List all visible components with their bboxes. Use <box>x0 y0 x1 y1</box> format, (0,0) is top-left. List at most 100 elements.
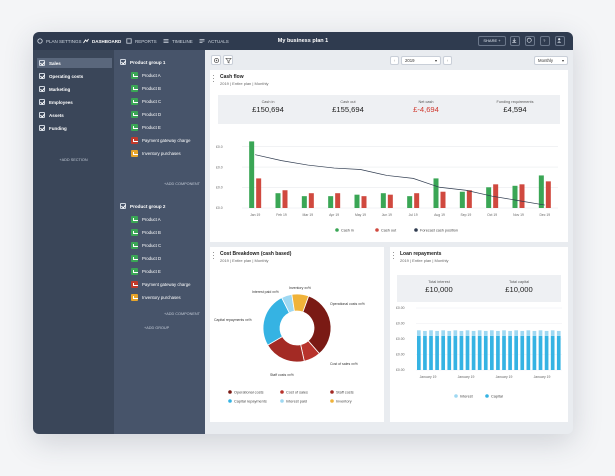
product-item[interactable]: Product C <box>131 96 161 106</box>
product-item[interactable]: Payment gateway charge <box>131 135 191 145</box>
bar-capital <box>496 335 500 370</box>
nav-plan-settings[interactable]: PLAN SETTINGS <box>37 32 82 50</box>
legend-label: Cash out <box>381 228 397 232</box>
drag-handle[interactable] <box>213 252 215 259</box>
revenue-icon <box>131 71 138 79</box>
add-section-link[interactable]: +ADD SECTION <box>59 158 88 162</box>
download-icon <box>512 38 517 43</box>
bar-interest <box>417 330 421 336</box>
product-label: Product B <box>142 229 161 235</box>
checkbox[interactable] <box>39 99 45 105</box>
x-tick-label: Mar 19 <box>303 213 314 217</box>
revenue-icon <box>131 241 138 249</box>
bar-capital <box>556 335 561 370</box>
sidebar-item-marketing[interactable]: Marketing <box>37 84 112 94</box>
bar-capital <box>538 335 543 370</box>
legend-label: Operational costs <box>234 390 264 394</box>
add-component-link[interactable]: +ADD COMPONENT <box>164 182 200 186</box>
product-item[interactable]: Product A <box>131 70 161 80</box>
bar-cash-in <box>249 141 255 208</box>
product-item[interactable]: Product C <box>131 240 161 250</box>
add-group-link[interactable]: +ADD GROUP <box>144 326 170 330</box>
bar-capital <box>465 335 470 370</box>
group-header-2[interactable]: Product group 2 <box>120 201 165 211</box>
kpi-value: £4,594 <box>503 105 527 114</box>
help-button[interactable]: ? <box>540 36 550 46</box>
nav-reports[interactable]: REPORTS <box>126 32 157 50</box>
bar-interest <box>441 330 446 336</box>
period-value: Monthly <box>538 58 554 63</box>
settings-button[interactable] <box>211 55 221 65</box>
product-item[interactable]: Product E <box>131 122 161 132</box>
cash-flow-kpis: Cash in £150,694 Cash out £155,694 Net cas… <box>218 95 560 124</box>
sidebar-item-assets[interactable]: Assets <box>37 110 112 120</box>
product-item[interactable]: Product D <box>131 109 161 119</box>
period-select[interactable]: Monthly ▾ <box>534 56 568 65</box>
filter-icon <box>224 57 232 63</box>
share-button[interactable]: SHARE + <box>478 36 506 46</box>
filter-button[interactable] <box>223 55 233 65</box>
product-item[interactable]: Product A <box>131 214 161 224</box>
download-button[interactable] <box>510 36 520 46</box>
checkbox[interactable] <box>39 60 45 66</box>
kpi-net-cash: Net cash £-4,694 <box>396 100 456 114</box>
x-tick-label: Sep 19 <box>460 213 471 217</box>
group-title: Product group 2 <box>130 203 166 209</box>
legend-label: Interest <box>460 394 474 398</box>
section-sidebar: Sales Operating costs Marketing Employee… <box>33 50 114 434</box>
checkbox[interactable] <box>120 203 126 209</box>
product-label: Product D <box>142 255 162 261</box>
product-item[interactable]: Payment gateway charge <box>131 279 191 289</box>
user-button[interactable] <box>555 36 565 46</box>
legend-marker <box>228 399 232 403</box>
product-item[interactable]: Product B <box>131 227 161 237</box>
bar-capital <box>532 335 537 370</box>
checkbox[interactable] <box>39 86 45 92</box>
checkbox[interactable] <box>39 73 45 79</box>
checkbox[interactable] <box>39 112 45 118</box>
legend-label: Capital <box>491 394 503 398</box>
cost-breakdown-chart: Operational costs xx% Cost of sales xx% St… <box>214 286 365 403</box>
checkbox[interactable] <box>120 59 126 65</box>
nav-dashboard[interactable]: DASHBOARD <box>83 32 121 50</box>
bar-capital <box>435 335 439 370</box>
history-button[interactable] <box>525 36 535 46</box>
nav-timeline[interactable]: TIMELINE <box>163 32 193 50</box>
sidebar-item-employees[interactable]: Employees <box>37 97 112 107</box>
group-header-1[interactable]: Product group 1 <box>120 57 165 67</box>
product-item[interactable]: Inventory purchases <box>131 148 181 158</box>
prev-year-button[interactable]: ‹ <box>390 56 399 65</box>
product-label: Product B <box>142 85 161 91</box>
nav-actuals[interactable]: ACTUALS <box>199 32 229 50</box>
product-label: Product E <box>142 268 161 274</box>
kpi-label: Cash in <box>261 100 275 104</box>
legend-marker <box>330 399 334 403</box>
year-select[interactable]: 2019 ▾ <box>401 56 441 65</box>
year-value: 2019 <box>405 58 415 63</box>
dashboard-icon <box>83 38 89 44</box>
next-year-button[interactable]: › <box>443 56 452 65</box>
checkbox[interactable] <box>39 125 45 131</box>
legend-marker <box>330 390 334 394</box>
loan-kpis: Total interest £10,000 Total capital £10,0… <box>397 275 561 302</box>
bar-interest <box>435 330 439 336</box>
sidebar-item-sales[interactable]: Sales <box>37 58 112 68</box>
product-item[interactable]: Product D <box>131 253 161 263</box>
product-item[interactable]: Product E <box>131 266 161 276</box>
timeline-icon <box>163 39 169 43</box>
sidebar-item-operating-costs[interactable]: Operating costs <box>37 71 112 81</box>
add-component-link[interactable]: +ADD COMPONENT <box>164 312 200 316</box>
bar-cash-in <box>459 191 465 208</box>
help-icon: ? <box>543 38 546 43</box>
drag-handle[interactable] <box>393 252 395 259</box>
revenue-icon <box>131 267 138 275</box>
sidebar-item-funding[interactable]: Funding <box>37 123 112 133</box>
drag-handle[interactable] <box>213 75 215 82</box>
product-item[interactable]: Inventory purchases <box>131 292 181 302</box>
product-item[interactable]: Product B <box>131 83 161 93</box>
nav-label: TIMELINE <box>172 38 193 44</box>
x-tick-label: Apr 19 <box>329 213 339 217</box>
sidebar-item-label: Marketing <box>49 86 71 92</box>
bar-interest <box>429 330 433 336</box>
chevron-right-icon: › <box>446 58 449 63</box>
